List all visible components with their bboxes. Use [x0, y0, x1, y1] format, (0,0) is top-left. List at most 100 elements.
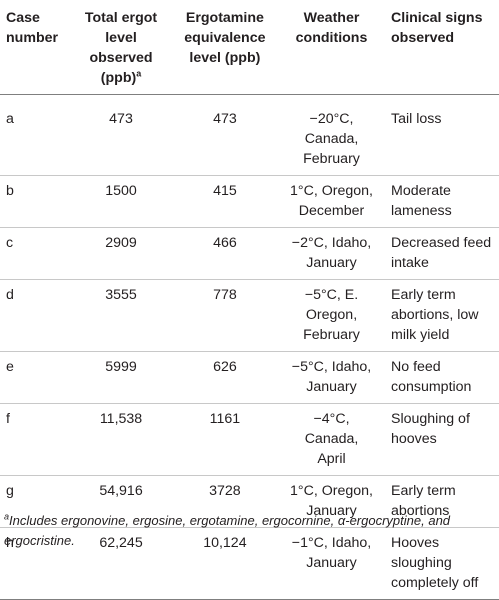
weather-line: −20°C, Canada, [304, 111, 359, 147]
signs-line: Hooves [391, 535, 440, 551]
header-row: Case number Total ergot level observed (… [0, 4, 499, 95]
cell-signs: Moderate lameness [381, 175, 499, 228]
table-page: Case number Total ergot level observed (… [0, 4, 499, 600]
header-weather-line: conditions [295, 30, 368, 46]
cell-ergotamine: 415 [167, 175, 283, 228]
signs-line: intake [391, 255, 429, 271]
weather-line: January [306, 555, 357, 571]
weather-line: February [303, 151, 360, 167]
header-total-line: Total ergot [84, 10, 158, 26]
signs-line: Sloughing of [391, 411, 470, 427]
weather-line: −2°C, Idaho, [291, 235, 372, 251]
weather-line: February [303, 327, 360, 343]
cell-case: f [0, 403, 75, 476]
cell-signs: Sloughing of hooves [381, 403, 499, 476]
weather-line: −4°C, Canada, [304, 411, 359, 447]
cell-case: e [0, 351, 75, 404]
cell-case: a [0, 94, 75, 176]
footnote-line: Includes ergonovine, ergosine, ergotamin… [9, 513, 451, 528]
weather-line: January [306, 379, 357, 395]
header-ergotamine: Ergotamine equivalence level (ppb) [167, 4, 283, 95]
cell-case: c [0, 227, 75, 280]
table-row: d 3555 778 −5°C, E. Oregon, February Ear… [0, 279, 499, 352]
signs-line: No feed [391, 359, 441, 375]
cell-total: 11,538 [74, 403, 168, 476]
header-case-line: number [6, 30, 59, 46]
cell-signs: Tail loss [381, 94, 499, 176]
cell-ergotamine: 778 [167, 279, 283, 352]
header-weather: Weather conditions [282, 4, 381, 95]
weather-line: 1°C, Oregon, [290, 183, 373, 199]
cell-case: d [0, 279, 75, 352]
signs-line: sloughing [391, 555, 452, 571]
footnote-line: ergocristine. [4, 533, 75, 548]
cell-case: b [0, 175, 75, 228]
cell-total: 54,916 [74, 475, 168, 528]
signs-line: Early term [391, 287, 456, 303]
table-row: g 54,916 3728 1°C, Oregon, January Early… [0, 475, 499, 528]
cell-signs: Early term abortions, low milk yield [381, 279, 499, 352]
cell-ergotamine: 3728 [167, 475, 283, 528]
signs-line: completely off [391, 575, 479, 591]
cell-total: 3555 [74, 279, 168, 352]
cell-ergotamine: 466 [167, 227, 283, 280]
header-signs-line: Clinical signs [391, 10, 483, 26]
table-row: f 11,538 1161 −4°C, Canada, April Slough… [0, 403, 499, 476]
cell-ergotamine: 626 [167, 351, 283, 404]
signs-line: Decreased feed [391, 235, 492, 251]
weather-line: 1°C, Oregon, [290, 483, 373, 499]
cell-signs: Early term abortions [381, 475, 499, 528]
weather-line: December [298, 203, 365, 219]
table-row: b 1500 415 1°C, Oregon, December Moderat… [0, 175, 499, 228]
cell-ergotamine: 1161 [167, 403, 283, 476]
table-row: c 2909 466 −2°C, Idaho, January Decrease… [0, 227, 499, 280]
weather-line: Oregon, [305, 307, 358, 323]
header-total-line: (ppb) [100, 70, 137, 86]
header-clinical-signs: Clinical signs observed [381, 4, 499, 95]
cell-weather: −2°C, Idaho, January [282, 227, 381, 280]
cell-total: 5999 [74, 351, 168, 404]
header-ergotamine-line: Ergotamine [185, 10, 264, 26]
weather-line: −1°C, Idaho, [291, 535, 372, 551]
header-ergotamine-line: level (ppb) [189, 50, 261, 66]
weather-line: −5°C, E. [304, 287, 359, 303]
signs-line: Tail loss [391, 111, 442, 127]
header-total-line: observed [89, 50, 153, 66]
signs-line: abortions, low [391, 307, 479, 323]
header-case-number: Case number [0, 4, 75, 95]
signs-line: Moderate [391, 183, 451, 199]
weather-line: April [317, 451, 346, 467]
cell-total: 2909 [74, 227, 168, 280]
signs-line: abortions [391, 503, 450, 519]
footnote-marker: a [4, 511, 10, 522]
weather-line: −5°C, Idaho, [291, 359, 372, 375]
cell-weather: −4°C, Canada, April [282, 403, 381, 476]
cell-weather: −5°C, Idaho, January [282, 351, 381, 404]
signs-line: consumption [391, 379, 472, 395]
weather-line: January [306, 255, 357, 271]
header-signs-line: observed [391, 30, 455, 46]
cell-weather: −5°C, E. Oregon, February [282, 279, 381, 352]
header-case-line: Case [6, 10, 40, 26]
signs-line: lameness [391, 203, 452, 219]
signs-line: hooves [391, 431, 437, 447]
footnote-marker: a [136, 68, 142, 79]
table-header: Case number Total ergot level observed (… [0, 4, 499, 95]
table-footnote: aIncludes ergonovine, ergosine, ergotami… [4, 511, 494, 551]
weather-line: January [306, 503, 357, 519]
cell-signs: Decreased feed intake [381, 227, 499, 280]
header-ergotamine-line: equivalence [184, 30, 266, 46]
signs-line: milk yield [391, 327, 450, 343]
cell-total: 1500 [74, 175, 168, 228]
cell-weather: 1°C, Oregon, January [282, 475, 381, 528]
header-total-line: level [105, 30, 137, 46]
header-weather-line: Weather [303, 10, 360, 26]
cell-total: 473 [74, 94, 168, 176]
table-row: e 5999 626 −5°C, Idaho, January No feed … [0, 351, 499, 404]
cell-weather: −20°C, Canada, February [282, 94, 381, 176]
signs-line: Early term [391, 483, 456, 499]
cell-weather: 1°C, Oregon, December [282, 175, 381, 228]
cell-ergotamine: 473 [167, 94, 283, 176]
header-total-ergot: Total ergot level observed (ppb)a [74, 4, 168, 95]
table-row: a 473 473 −20°C, Canada, February Tail l… [0, 94, 499, 176]
